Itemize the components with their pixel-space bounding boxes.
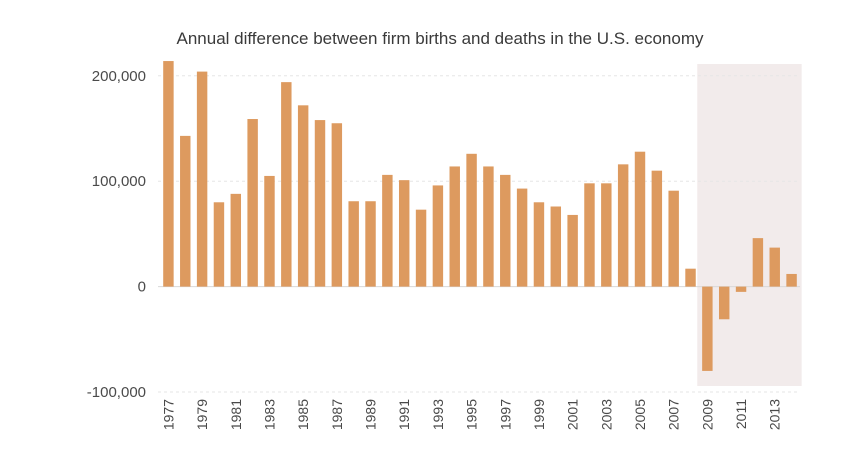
bar-1986 xyxy=(314,120,326,287)
bar-1995 xyxy=(466,153,477,287)
x-tick-label: 1995 xyxy=(464,399,480,430)
x-tick-label: 2003 xyxy=(598,399,614,430)
bar-1984 xyxy=(281,82,292,287)
bar-1982 xyxy=(247,119,258,287)
bar-1979 xyxy=(196,71,208,287)
bar-1990 xyxy=(382,174,393,287)
bar-2003 xyxy=(601,183,612,287)
bar-2008 xyxy=(685,268,696,287)
bar-2000 xyxy=(550,206,562,287)
bar-1985 xyxy=(297,105,309,287)
chart-title: Annual difference between firm births an… xyxy=(177,29,704,48)
bar-1977 xyxy=(163,61,174,287)
bar-1998 xyxy=(516,188,528,287)
bar-1978 xyxy=(180,135,191,287)
y-tick-label: 100,000 xyxy=(92,173,146,190)
x-axis: 1977 1979 1981 1983 1985 1987 1989 1991 1993 1995… xyxy=(160,399,782,430)
x-tick-label: 2011 xyxy=(733,399,749,429)
x-tick-label: 1979 xyxy=(194,399,210,430)
x-tick-label: 1985 xyxy=(295,399,311,430)
x-tick-label: 1997 xyxy=(497,399,513,430)
bar-2005 xyxy=(634,151,646,287)
bar-2013 xyxy=(769,247,780,287)
bar-1988 xyxy=(348,201,359,287)
recession-highlight-band xyxy=(697,64,802,386)
x-tick-label: 1991 xyxy=(396,399,412,430)
bar-1983 xyxy=(264,175,275,287)
bar-1996 xyxy=(483,166,494,287)
bar-2012 xyxy=(752,238,764,287)
x-tick-label: 1989 xyxy=(363,399,379,430)
bar-2011 xyxy=(735,286,747,292)
bar-1981 xyxy=(230,193,242,287)
bar-2002 xyxy=(584,183,595,287)
bar-2009 xyxy=(702,286,713,371)
bar-1987 xyxy=(331,123,343,287)
bar-2007 xyxy=(668,190,679,287)
bar-2004 xyxy=(617,164,629,287)
bar-2014 xyxy=(786,273,797,287)
x-tick-label: 2009 xyxy=(699,399,715,430)
x-tick-label: 1983 xyxy=(261,399,277,430)
bar-1992 xyxy=(415,209,427,287)
bar-2006 xyxy=(651,170,663,287)
x-tick-label: 2007 xyxy=(666,399,682,430)
x-tick-label: 1981 xyxy=(228,399,244,430)
bar-1989 xyxy=(365,201,376,287)
x-tick-label: 1977 xyxy=(160,399,176,430)
y-tick-label: -100,000 xyxy=(87,384,146,401)
y-axis: -100,000 0 100,000 200,000 xyxy=(87,68,146,401)
x-tick-label: 2005 xyxy=(632,399,648,430)
y-tick-label: 0 xyxy=(138,279,146,296)
bar-2001 xyxy=(567,214,578,287)
x-tick-label: 1999 xyxy=(531,399,547,430)
x-tick-label: 2013 xyxy=(767,399,783,430)
x-tick-label: 1987 xyxy=(329,399,345,430)
bar-1999 xyxy=(533,202,545,287)
bar-1993 xyxy=(432,185,444,287)
bar-1980 xyxy=(213,202,225,287)
bar-1994 xyxy=(449,166,460,287)
bar-1997 xyxy=(500,174,511,287)
y-tick-label: 200,000 xyxy=(92,68,146,85)
bars xyxy=(163,61,797,371)
x-tick-label: 2001 xyxy=(565,399,581,430)
bar-1991 xyxy=(398,180,410,287)
x-tick-label: 1993 xyxy=(430,399,446,430)
bar-2010 xyxy=(718,286,730,320)
